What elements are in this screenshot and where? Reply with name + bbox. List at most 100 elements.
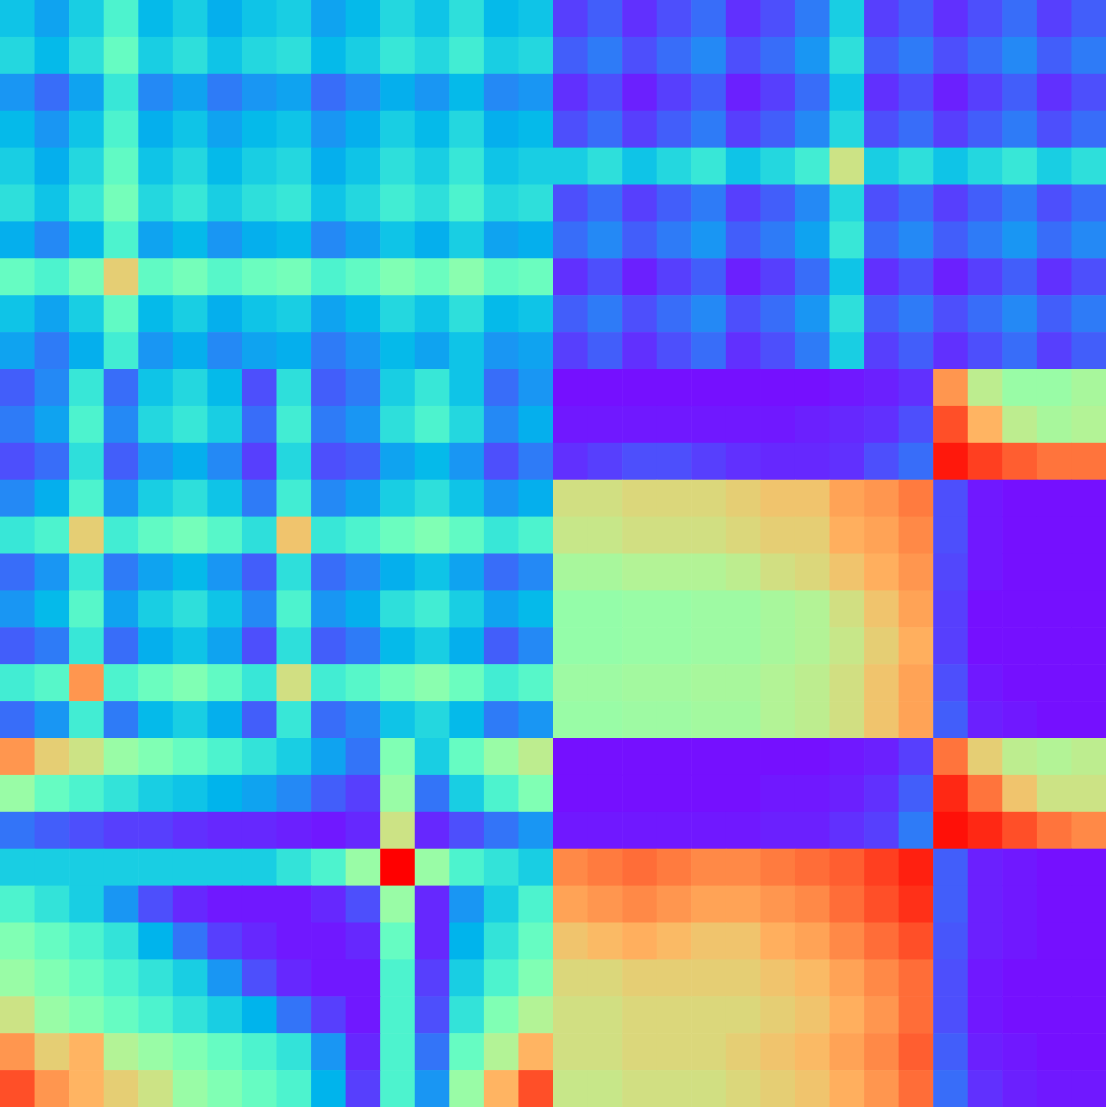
heatmap-cell xyxy=(449,185,484,223)
heatmap-cell xyxy=(69,111,104,149)
heatmap-cell xyxy=(277,111,312,149)
heatmap-cell xyxy=(968,185,1003,223)
heatmap-cell xyxy=(518,1033,553,1071)
heatmap-cell xyxy=(1002,185,1037,223)
heatmap-cell xyxy=(760,1070,795,1107)
heatmap-cell xyxy=(518,480,553,518)
heatmap-cell xyxy=(795,443,830,481)
heatmap-cell xyxy=(277,812,312,850)
heatmap-cell xyxy=(1002,148,1037,186)
heatmap-cell xyxy=(69,923,104,961)
heatmap-cell xyxy=(622,590,657,628)
heatmap-cell xyxy=(346,332,381,370)
heatmap-cell xyxy=(380,738,415,776)
heatmap-cell xyxy=(311,886,346,924)
heatmap-cell xyxy=(864,923,899,961)
heatmap-cell xyxy=(899,369,934,407)
heatmap-cell xyxy=(553,369,588,407)
heatmap-cell xyxy=(138,849,173,887)
heatmap-cell xyxy=(380,406,415,444)
heatmap-cell xyxy=(380,701,415,739)
heatmap-cell xyxy=(311,295,346,333)
heatmap-cell xyxy=(380,590,415,628)
heatmap-cell xyxy=(242,1070,277,1107)
heatmap-cell xyxy=(138,701,173,739)
heatmap-cell xyxy=(207,959,242,997)
heatmap-cell xyxy=(69,554,104,592)
heatmap-cell xyxy=(830,517,865,555)
heatmap-cell xyxy=(622,148,657,186)
heatmap-cell xyxy=(1071,148,1106,186)
heatmap-cell xyxy=(207,295,242,333)
heatmap-cell xyxy=(1002,775,1037,813)
heatmap-cell xyxy=(553,443,588,481)
heatmap-cell xyxy=(242,517,277,555)
heatmap-cell xyxy=(933,775,968,813)
heatmap-cell xyxy=(588,185,623,223)
heatmap-cell xyxy=(1071,517,1106,555)
heatmap-cell xyxy=(0,1033,35,1071)
heatmap-cell xyxy=(35,332,70,370)
heatmap-cell xyxy=(0,886,35,924)
heatmap-cell xyxy=(1071,443,1106,481)
heatmap-cell xyxy=(1002,295,1037,333)
heatmap-cell xyxy=(588,738,623,776)
heatmap-cell xyxy=(380,0,415,38)
heatmap-cell xyxy=(415,111,450,149)
heatmap-cell xyxy=(311,959,346,997)
heatmap-cell xyxy=(657,0,692,38)
heatmap-cell xyxy=(760,849,795,887)
heatmap-cell xyxy=(795,886,830,924)
heatmap-cell xyxy=(864,185,899,223)
heatmap-cell xyxy=(311,37,346,75)
heatmap-cell xyxy=(968,775,1003,813)
heatmap-panel xyxy=(0,738,554,1107)
heatmap-cell xyxy=(0,74,35,112)
heatmap-cell xyxy=(1037,406,1072,444)
heatmap-cell xyxy=(138,332,173,370)
heatmap-cell xyxy=(449,886,484,924)
heatmap-cell xyxy=(864,664,899,702)
heatmap-cell xyxy=(553,1033,588,1071)
heatmap-cell xyxy=(622,554,657,592)
heatmap-cell xyxy=(795,258,830,296)
heatmap-cell xyxy=(415,480,450,518)
heatmap-cell xyxy=(1002,74,1037,112)
heatmap-cell xyxy=(864,849,899,887)
heatmap-cell xyxy=(1037,74,1072,112)
heatmap-cell xyxy=(35,1033,70,1071)
heatmap-cell xyxy=(104,849,139,887)
heatmap-cell xyxy=(588,812,623,850)
heatmap-cell xyxy=(104,923,139,961)
heatmap-cell xyxy=(173,74,208,112)
heatmap-cell xyxy=(518,738,553,776)
heatmap-cell xyxy=(138,443,173,481)
heatmap-cell xyxy=(553,664,588,702)
heatmap-cell xyxy=(69,443,104,481)
heatmap-cell xyxy=(242,221,277,259)
heatmap-cell xyxy=(622,1070,657,1107)
heatmap-cell xyxy=(1037,221,1072,259)
heatmap-cell xyxy=(1002,37,1037,75)
heatmap-cell xyxy=(622,627,657,665)
heatmap-cell xyxy=(518,1070,553,1107)
heatmap-cell xyxy=(35,664,70,702)
heatmap-cell xyxy=(553,74,588,112)
heatmap-cell xyxy=(899,812,934,850)
heatmap-cell xyxy=(242,738,277,776)
heatmap-cell xyxy=(1037,517,1072,555)
heatmap-cell xyxy=(657,996,692,1034)
heatmap-cell xyxy=(242,627,277,665)
heatmap-cell xyxy=(691,664,726,702)
heatmap-cell xyxy=(207,738,242,776)
heatmap-cell xyxy=(484,554,519,592)
heatmap-cell xyxy=(795,738,830,776)
heatmap-cell xyxy=(449,295,484,333)
heatmap-cell xyxy=(104,701,139,739)
heatmap-cell xyxy=(726,111,761,149)
heatmap-cell xyxy=(69,738,104,776)
heatmap-cell xyxy=(518,74,553,112)
heatmap-cell xyxy=(484,517,519,555)
heatmap-cell xyxy=(622,74,657,112)
heatmap-cell xyxy=(968,849,1003,887)
